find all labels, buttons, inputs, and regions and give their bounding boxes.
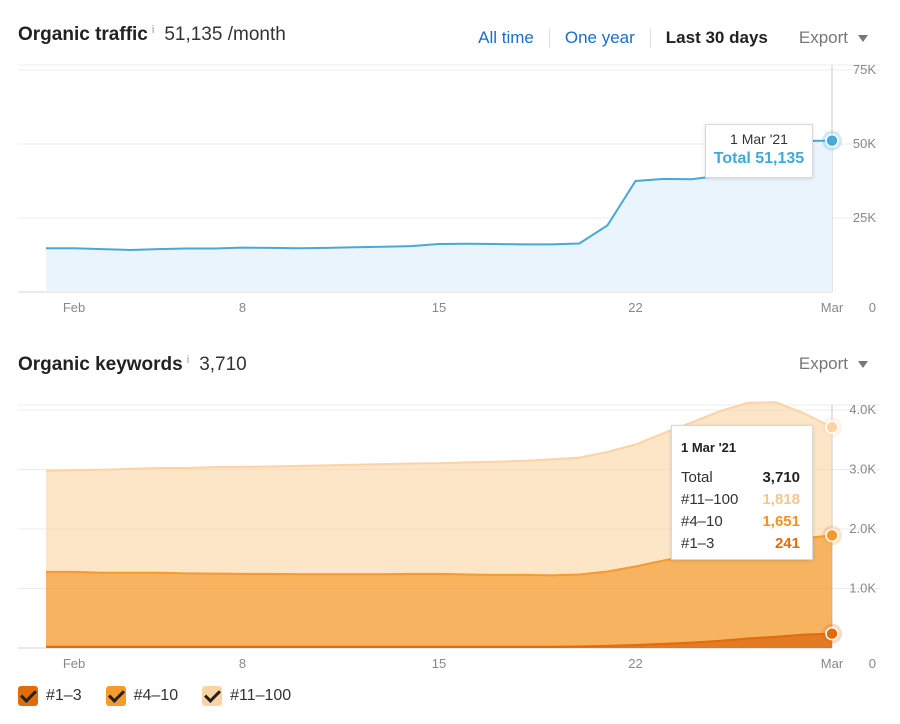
tooltip-value: 241 bbox=[774, 535, 800, 552]
keywords-y-tick-label: 4.0K bbox=[849, 402, 876, 417]
chart-legend: #1–3 #4–10 #11–100 bbox=[18, 686, 315, 706]
chevron-down-icon bbox=[858, 34, 868, 42]
checkbox-icon[interactable] bbox=[105, 686, 126, 706]
keywords-point-top3 bbox=[825, 626, 839, 641]
keywords-line-top100 bbox=[45, 401, 833, 472]
keywords-point-top10 bbox=[825, 528, 839, 543]
keywords-tooltip: 1 Mar '21 Total 3,710 #11–100 1,818 #4–1… bbox=[671, 425, 813, 560]
tooltip-row-11-100: #11–100 1,818 bbox=[681, 491, 800, 508]
keywords-x-tick-label: Feb bbox=[63, 656, 85, 671]
traffic-info-icon[interactable]: i bbox=[151, 24, 155, 36]
tab-last-30-days[interactable]: Last 30 days bbox=[665, 28, 768, 47]
traffic-y-tick-label: 25K bbox=[853, 210, 876, 225]
traffic-tooltip-total: Total 51,135 bbox=[713, 150, 805, 167]
tooltip-label: #11–100 bbox=[681, 491, 739, 508]
keywords-area-top100 bbox=[46, 402, 832, 576]
period-tabs: All time One year Last 30 days Export bbox=[478, 28, 868, 48]
keywords-y-tick-label: 3.0K bbox=[849, 462, 876, 477]
tab-all-time[interactable]: All time bbox=[478, 28, 534, 47]
tooltip-row-1-3: #1–3 241 bbox=[681, 535, 800, 552]
tooltip-label: #4–10 bbox=[681, 513, 723, 530]
keywords-x-tick-label: 8 bbox=[239, 656, 246, 671]
traffic-header: Organic traffic i 51,135 /month bbox=[18, 24, 286, 46]
checkbox-icon[interactable] bbox=[18, 686, 38, 706]
keywords-point-top100 bbox=[825, 420, 839, 435]
legend-label: #11–100 bbox=[230, 687, 292, 704]
tab-divider bbox=[548, 29, 550, 47]
keywords-area-top10 bbox=[46, 535, 832, 647]
keywords-x-tick-label: 15 bbox=[432, 656, 446, 671]
traffic-value: 51,135 /month bbox=[164, 24, 286, 45]
keywords-header: Organic keywords i 3,710 bbox=[18, 354, 247, 376]
traffic-x-tick-label: 22 bbox=[628, 300, 642, 315]
tab-one-year[interactable]: One year bbox=[564, 28, 635, 47]
keywords-tooltip-date: 1 Mar '21 bbox=[681, 440, 737, 455]
keywords-x-tick-label: Mar bbox=[821, 656, 844, 671]
keywords-export-button[interactable]: Export bbox=[799, 354, 868, 374]
traffic-area bbox=[46, 140, 832, 292]
legend-item-top3[interactable]: #1–3 bbox=[18, 686, 82, 706]
keywords-y-tick-label: 0 bbox=[869, 656, 876, 671]
traffic-x-tick-label: Feb bbox=[63, 300, 85, 315]
tooltip-value: 1,651 bbox=[762, 513, 800, 530]
checkbox-icon[interactable] bbox=[202, 686, 223, 706]
legend-label: #4–10 bbox=[133, 687, 179, 704]
traffic-x-tick-label: Mar bbox=[821, 300, 844, 315]
tooltip-label: #1–3 bbox=[681, 535, 715, 552]
keywords-x-tick-label: 22 bbox=[628, 656, 642, 671]
traffic-export-button[interactable]: Export bbox=[799, 28, 868, 48]
traffic-title: Organic traffic bbox=[18, 24, 148, 45]
traffic-export-label: Export bbox=[798, 28, 848, 47]
keywords-y-tick-label: 1.0K bbox=[849, 581, 876, 596]
tooltip-value: 3,710 bbox=[762, 469, 800, 486]
tooltip-value: 1,818 bbox=[762, 491, 800, 508]
keywords-title: Organic keywords bbox=[18, 354, 183, 375]
keywords-line-top3 bbox=[46, 632, 833, 648]
tooltip-row-4-10: #4–10 1,651 bbox=[681, 513, 800, 530]
keywords-export-label: Export bbox=[798, 354, 848, 373]
traffic-tooltip-date: 1 Mar '21 bbox=[730, 131, 788, 147]
keywords-area-top3 bbox=[46, 633, 832, 648]
legend-label: #1–3 bbox=[46, 687, 82, 704]
tab-divider bbox=[649, 29, 651, 47]
traffic-y-tick-label: 75K bbox=[853, 62, 876, 77]
traffic-tooltip: 1 Mar '21 Total 51,135 bbox=[705, 124, 813, 178]
keywords-y-tick-label: 2.0K bbox=[849, 521, 876, 536]
tooltip-row-total: Total 3,710 bbox=[681, 469, 800, 486]
traffic-line bbox=[46, 139, 833, 251]
traffic-point bbox=[825, 133, 839, 148]
legend-item-top10[interactable]: #4–10 bbox=[105, 686, 179, 706]
traffic-y-tick-label: 0 bbox=[869, 300, 876, 315]
keywords-info-icon[interactable]: i bbox=[186, 354, 190, 366]
traffic-x-tick-label: 8 bbox=[239, 300, 246, 315]
traffic-y-tick-label: 50K bbox=[853, 136, 876, 151]
legend-item-top100[interactable]: #11–100 bbox=[202, 686, 291, 706]
tooltip-label: Total bbox=[681, 469, 713, 486]
traffic-x-tick-label: 15 bbox=[432, 300, 446, 315]
keywords-value: 3,710 bbox=[199, 354, 247, 375]
chevron-down-icon bbox=[858, 360, 868, 368]
